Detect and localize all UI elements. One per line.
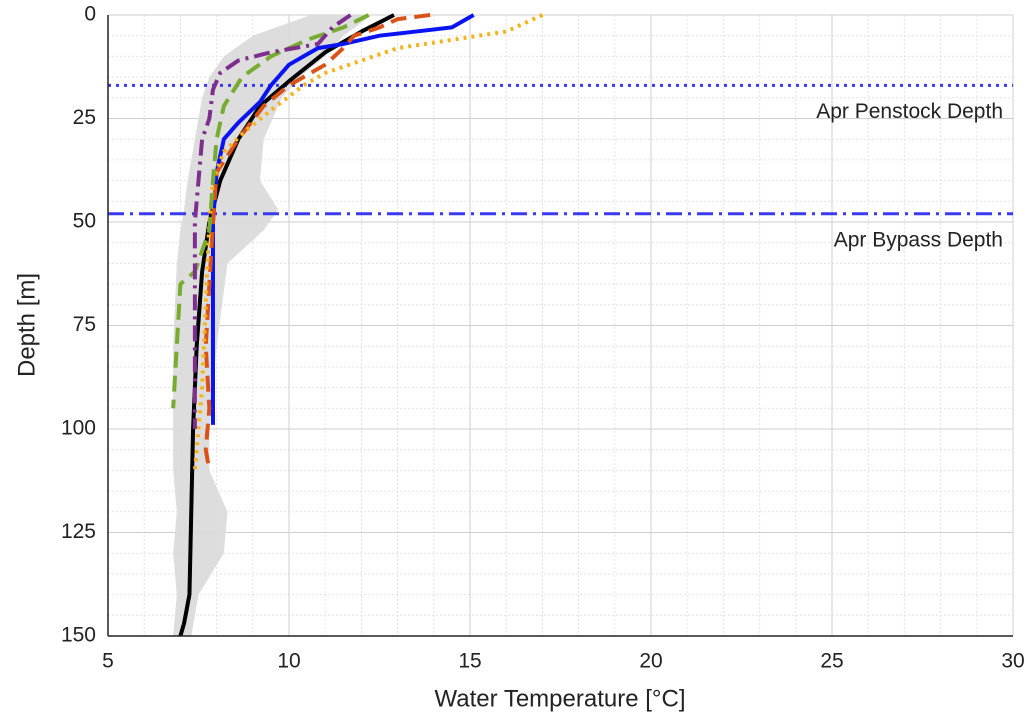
x-tick-label: 10 (277, 650, 300, 673)
y-tick-label: 125 (61, 520, 96, 543)
profile-line (171, 13, 370, 409)
reference-label: Apr Bypass Depth (834, 228, 1003, 251)
y-tick-label: 25 (73, 106, 96, 129)
x-tick-label: 20 (639, 650, 662, 673)
profile-line (203, 13, 431, 471)
y-tick-label: 75 (73, 313, 96, 336)
y-axis-label: Depth [m] (13, 273, 40, 377)
x-tick-label: 30 (1001, 650, 1024, 673)
y-tick-label: 100 (61, 417, 96, 440)
x-tick-label: 25 (820, 650, 843, 673)
y-tick-label: 0 (84, 3, 96, 26)
x-axis-label: Water Temperature [°C] (434, 685, 685, 712)
x-tick-label: 15 (458, 650, 481, 673)
y-tick-label: 150 (61, 624, 96, 647)
x-tick-label: 5 (102, 650, 114, 673)
reference-label: Apr Penstock Depth (816, 100, 1003, 123)
y-tick-label: 50 (73, 210, 96, 233)
profile-line (192, 13, 544, 471)
profile-line (192, 13, 352, 429)
